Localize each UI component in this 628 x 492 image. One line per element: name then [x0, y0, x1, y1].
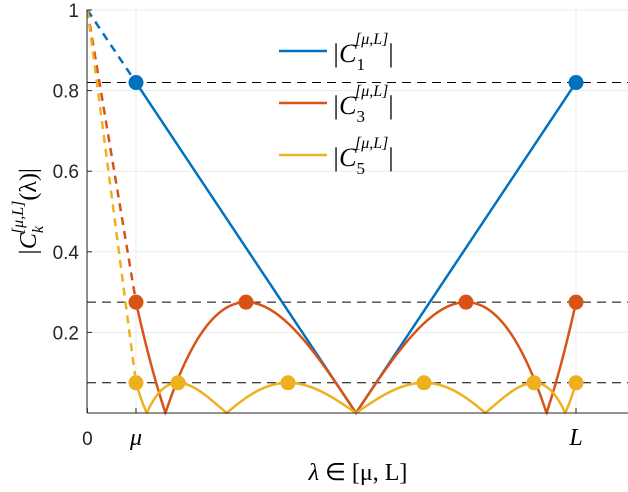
y-tick-label: 0.2: [53, 323, 79, 344]
y-tick-label: 0.8: [53, 82, 79, 103]
marker: [568, 294, 584, 310]
legend-item-c5: |C5[μ,L]|: [279, 135, 394, 178]
legend: |C1[μ,L]| |C3[μ,L]| |C5[μ,L]|: [279, 31, 394, 178]
marker: [280, 375, 296, 391]
legend-label: |C1[μ,L]|: [332, 31, 394, 74]
data-series: [86, 9, 584, 416]
marker: [128, 375, 144, 391]
marker: [568, 375, 584, 391]
legend-item-c3: |C3[μ,L]|: [279, 83, 394, 126]
marker: [128, 75, 144, 91]
y-tick-label: 0.6: [53, 162, 79, 183]
marker: [458, 294, 474, 310]
x-axis-label: λ ∈ [μ, L]: [308, 460, 408, 486]
marker: [128, 294, 144, 310]
y-tick-label: 1: [68, 1, 79, 22]
y-axis-label: |Ck[μ,L](λ)|: [10, 168, 47, 256]
x-tick-label: 0: [82, 429, 93, 450]
marker: [170, 375, 186, 391]
axes: [86, 9, 628, 414]
tick-labels: 0.2 0.4 0.6 0.8 1 0 μ L: [53, 1, 583, 451]
legend-label: |C3[μ,L]|: [332, 83, 394, 126]
x-tick-label: L: [568, 425, 582, 451]
marker: [568, 75, 584, 91]
legend-item-c1: |C1[μ,L]|: [279, 31, 394, 74]
marker: [416, 375, 432, 391]
marker: [238, 294, 254, 310]
marker: [526, 375, 542, 391]
y-tick-label: 0.4: [53, 243, 80, 264]
x-tick-label: μ: [129, 425, 142, 451]
legend-label: |C5[μ,L]|: [332, 135, 394, 178]
